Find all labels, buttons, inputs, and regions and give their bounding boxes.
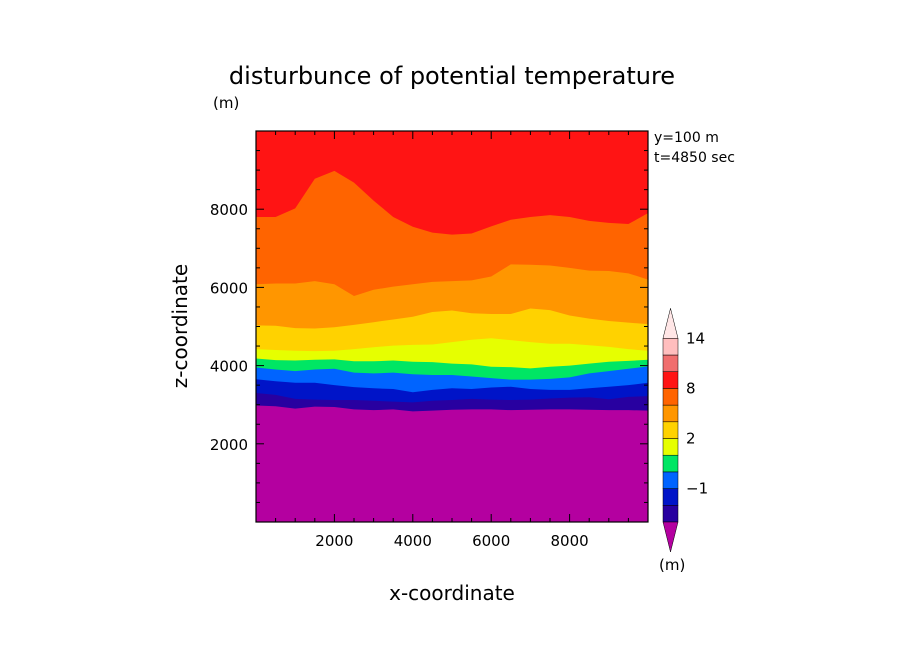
y-axis-label: z-coordinate <box>168 264 192 388</box>
y-tick-label: 8000 <box>210 201 248 219</box>
colorbar-segment <box>662 505 679 523</box>
colorbar-segment <box>662 371 679 389</box>
plot-area <box>256 131 648 522</box>
colorbar-tick-label: 14 <box>686 329 705 347</box>
colorbar-segment <box>662 454 679 473</box>
chart-title: disturbunce of potential temperature <box>229 62 675 90</box>
contour-band-above-10 <box>256 131 648 235</box>
x-tick-label: 2000 <box>315 532 353 550</box>
x-tick-label: 6000 <box>472 532 510 550</box>
colorbar-unit: (m) <box>659 556 685 574</box>
y-tick-label: 2000 <box>210 436 248 454</box>
colorbar-tick-label: 8 <box>686 379 696 397</box>
colorbar: 14 8 2 −1 <box>662 308 708 553</box>
annotation-t: t=4850 sec <box>654 150 735 166</box>
x-axis-label: x-coordinate <box>389 581 515 605</box>
x-tick-label: 4000 <box>394 532 432 550</box>
colorbar-segment <box>662 471 679 489</box>
y-tick-label: 6000 <box>210 279 248 297</box>
colorbar-extend-low <box>662 521 679 553</box>
colorbar-tick-label: 2 <box>686 430 696 448</box>
x-tick-label: 8000 <box>551 532 589 550</box>
y-tick-label: 4000 <box>210 358 248 376</box>
colorbar-segment <box>662 438 679 456</box>
colorbar-segment <box>662 388 679 406</box>
annotation-y: y=100 m <box>654 130 719 146</box>
colorbar-tick-label: −1 <box>686 480 708 498</box>
colorbar-segment <box>662 354 679 372</box>
colorbar-segment <box>662 338 679 356</box>
colorbar-extend-high <box>662 308 679 339</box>
colorbar-segment <box>662 488 679 506</box>
title-unit: (m) <box>213 94 239 112</box>
colorbar-segment <box>662 421 679 439</box>
colorbar-segment <box>662 404 679 423</box>
